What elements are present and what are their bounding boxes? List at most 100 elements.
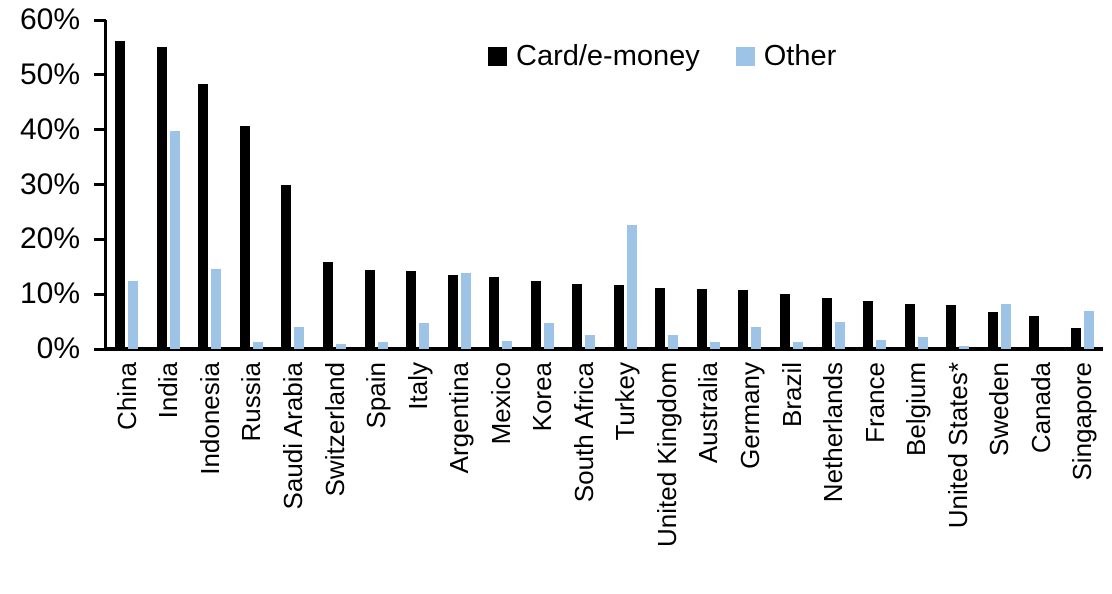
bar-card-e-money — [406, 271, 417, 349]
bar-other — [917, 336, 928, 349]
x-axis-category-label: Germany — [734, 362, 765, 469]
x-axis-category-cell: Switzerland — [314, 362, 356, 547]
x-axis-category-label: Indonesia — [194, 362, 225, 475]
x-axis-category-label: United Kingdom — [651, 362, 682, 547]
x-axis-category-label: Singapore — [1067, 362, 1098, 481]
bar-group — [895, 20, 937, 349]
bar-other — [709, 342, 720, 349]
legend-label-other: Other — [763, 40, 837, 72]
bar-card-e-money — [904, 303, 915, 349]
bar-other — [1083, 311, 1094, 349]
bar-card-e-money — [115, 40, 126, 349]
legend-swatch-card-e-money — [488, 47, 507, 66]
x-axis-category-cell: Italy — [397, 362, 439, 547]
x-axis-category-label: France — [859, 362, 890, 443]
x-axis-category-label: Turkey — [610, 362, 641, 441]
bar-card-e-money — [946, 305, 957, 349]
legend-item-card-e-money: Card/e-money — [488, 40, 700, 73]
legend-item-other: Other — [735, 40, 837, 73]
x-axis-category-labels: China India Indonesia Russia Saudi Arabia Swi… — [106, 362, 1103, 547]
y-axis-tick — [94, 347, 106, 351]
y-axis-tick-label: 20% — [19, 222, 80, 256]
bar-other — [876, 339, 887, 349]
x-axis-category-cell: Russia — [231, 362, 273, 547]
legend-label-card-e-money: Card/e-money — [516, 40, 700, 72]
bar-card-e-money — [738, 289, 749, 349]
x-axis-category-label: Sweden — [984, 362, 1015, 456]
bar-card-e-money — [364, 270, 375, 349]
x-axis-line — [104, 347, 1103, 351]
x-axis-category-cell: China — [106, 362, 148, 547]
y-axis-tick-label: 30% — [19, 167, 80, 201]
x-axis-category-cell: Sweden — [978, 362, 1020, 547]
bar-card-e-money — [1070, 327, 1081, 349]
y-axis-tick — [94, 73, 106, 77]
bar-other — [1000, 304, 1011, 349]
x-axis-category-cell: Brazil — [771, 362, 813, 547]
x-axis-category-label: United States* — [942, 362, 973, 529]
x-axis-category-label: Brazil — [776, 362, 807, 428]
x-axis-category-cell: Canada — [1020, 362, 1062, 547]
bar-group — [1020, 20, 1062, 349]
x-axis-category-cell: Spain — [355, 362, 397, 547]
y-axis-tick-label: 0% — [36, 332, 80, 365]
bar-other — [169, 131, 180, 349]
bar-group — [438, 20, 480, 349]
x-axis-category-cell: Singapore — [1062, 362, 1104, 547]
x-axis-category-cell: Australia — [688, 362, 730, 547]
x-axis-category-label: South Africa — [568, 362, 599, 503]
bar-group — [1062, 20, 1104, 349]
x-axis-category-cell: Germany — [729, 362, 771, 547]
bar-group — [812, 20, 854, 349]
y-axis-tick-label: 50% — [19, 57, 80, 91]
bar-other — [336, 343, 346, 349]
y-axis-tick — [94, 183, 106, 186]
bar-other — [626, 225, 637, 349]
bar-other — [959, 346, 970, 349]
bar-group — [355, 20, 397, 349]
bar-card-e-money — [489, 277, 500, 349]
bar-other — [419, 322, 430, 349]
bar-card-e-money — [655, 287, 666, 349]
x-axis-category-label: India — [153, 362, 184, 419]
x-axis-category-cell: Netherlands — [812, 362, 854, 547]
x-axis-category-label: Belgium — [901, 362, 932, 456]
bar-group — [729, 20, 771, 349]
bar-other — [294, 326, 305, 349]
x-axis-category-cell: Turkey — [605, 362, 647, 547]
bar-group — [978, 20, 1020, 349]
bar-card-e-money — [780, 294, 791, 349]
bar-group — [314, 20, 356, 349]
bar-group — [854, 20, 896, 349]
x-axis-category-cell: Indonesia — [189, 362, 231, 547]
bar-group — [688, 20, 730, 349]
bar-group — [272, 20, 314, 349]
bar-other — [252, 342, 263, 349]
x-axis-category-label: China — [111, 362, 142, 430]
x-axis-category-cell: United Kingdom — [646, 362, 688, 547]
bar-card-e-money — [530, 281, 541, 349]
x-axis-category-label: Netherlands — [818, 362, 849, 503]
bar-other — [585, 335, 596, 349]
x-axis-category-label: Italy — [402, 362, 433, 410]
x-axis-category-label: Australia — [693, 362, 724, 464]
bar-other — [502, 340, 513, 349]
legend-swatch-other — [735, 47, 755, 66]
x-axis-category-cell: France — [854, 362, 896, 547]
x-axis-category-cell: South Africa — [563, 362, 605, 547]
bar-card-e-money — [156, 47, 167, 349]
bar-group — [106, 20, 148, 349]
bar-card-e-money — [572, 284, 583, 349]
bar-card-e-money — [613, 284, 624, 349]
bar-group — [231, 20, 273, 349]
x-axis-category-label: Canada — [1025, 362, 1056, 454]
bar-other — [460, 272, 471, 349]
x-axis-category-cell: Belgium — [895, 362, 937, 547]
bar-card-e-money — [987, 312, 998, 349]
bar-card-e-money — [281, 185, 292, 349]
x-axis-category-cell: India — [148, 362, 190, 547]
x-axis-category-label: Russia — [236, 362, 267, 442]
bar-other — [377, 342, 388, 349]
bar-group — [563, 20, 605, 349]
